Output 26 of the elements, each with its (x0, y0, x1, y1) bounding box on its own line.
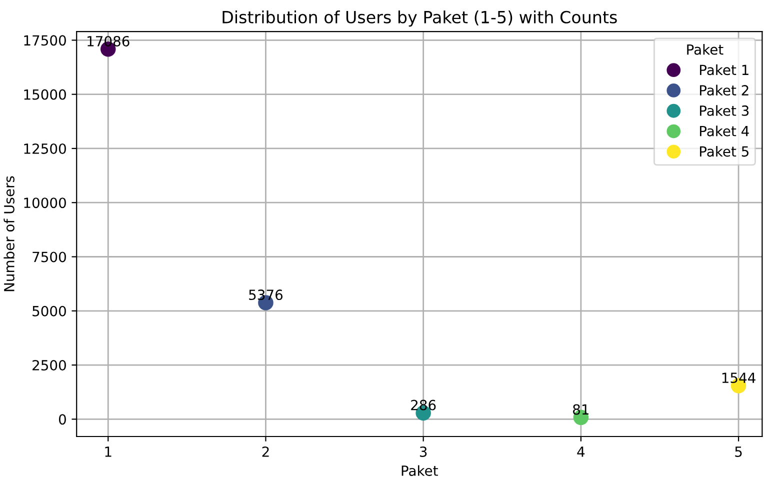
legend-label: Paket 2 (700, 84, 748, 96)
legend-label: Paket 5 (700, 146, 748, 157)
legend-label: Paket 1 (700, 64, 748, 76)
y-tick-label: 12500 (24, 143, 66, 154)
data-label: 1544 (722, 372, 756, 384)
chart-title: Distribution of Users by Paket (1-5) with Counts (222, 10, 617, 27)
x-tick-label: 2 (262, 446, 269, 457)
x-tick-label: 1 (105, 446, 112, 457)
y-tick-label: 17500 (24, 35, 66, 46)
x-tick-label: 5 (735, 446, 742, 457)
data-label: 286 (411, 400, 436, 410)
y-axis-title: Number of Users (4, 176, 14, 292)
y-tick-label: 5000 (32, 306, 66, 316)
y-tick-label: 2500 (32, 360, 66, 371)
x-axis-title: Paket (402, 465, 438, 476)
y-tick-label: 7500 (32, 252, 66, 262)
legend-label: Paket 4 (700, 126, 749, 136)
x-tick-label: 4 (577, 446, 585, 457)
data-label: 17086 (88, 36, 130, 46)
legend-title: Paket (687, 44, 724, 55)
y-tick-label: 0 (58, 414, 66, 425)
data-label: 5376 (249, 290, 283, 300)
y-tick-label: 10000 (24, 198, 66, 208)
y-tick-label: 15000 (24, 89, 66, 100)
x-tick-label: 3 (420, 446, 427, 457)
legend-label: Paket 3 (700, 105, 749, 116)
